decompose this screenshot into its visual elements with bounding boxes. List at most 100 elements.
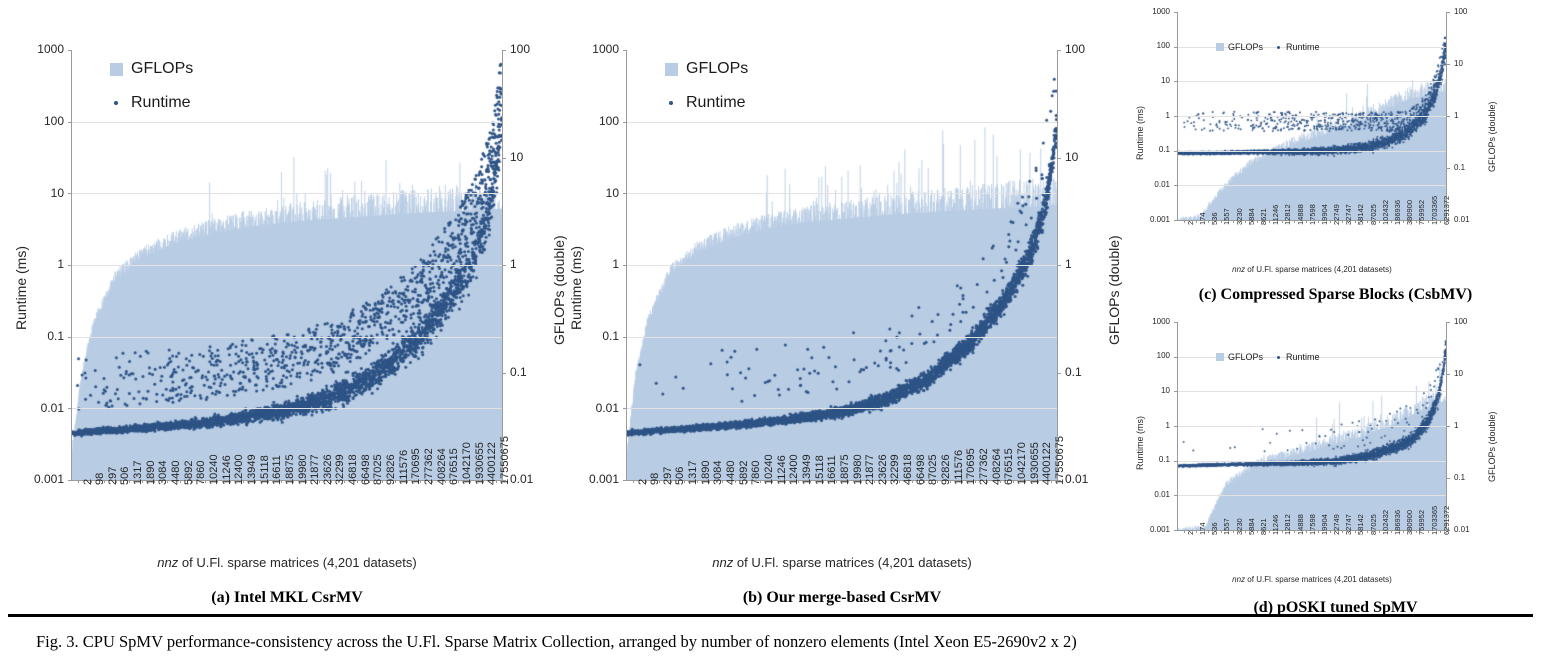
y-axis-tick: [623, 265, 627, 266]
y-axis-left-tick-label: 1000: [592, 42, 619, 57]
y-axis-right-tick-label: 10: [1065, 149, 1079, 164]
legend-gflops-label: GFLOPs: [1228, 352, 1264, 362]
legend-runtime-label: Runtime: [1286, 352, 1320, 362]
x-axis-tick: [987, 480, 989, 483]
y-axis-line: [71, 50, 72, 481]
x-axis-tick-label: 2: [1185, 530, 1195, 535]
x-axis-tick: [645, 480, 647, 483]
y-axis-right-tick-label: 0.1: [1065, 364, 1082, 379]
x-axis-tick-label: 186936: [1393, 509, 1403, 535]
x-axis-tick-label: 87025: [1368, 514, 1378, 535]
x-axis-tick-label: 6291372: [1441, 505, 1451, 535]
gridline: [72, 336, 502, 338]
legend-runtime-label: Runtime: [131, 94, 191, 111]
y-axis-right-title-b: GFLOPs (double): [1106, 235, 1122, 345]
x-axis-tick-label: 4400122: [1041, 442, 1054, 485]
y-axis-right-tick-label: 0.1: [1454, 162, 1466, 172]
x-axis-tick: [407, 480, 409, 483]
x-axis-tick: [141, 480, 143, 483]
y-axis-left-tick-label: 1000: [1152, 6, 1170, 16]
chart-panel-a: GFLOPs Runtime Runtime (ms) GFLOPs (doub…: [0, 0, 580, 620]
y-axis-left-tick-label: 10: [50, 185, 64, 200]
y-axis-left-tick-label: 100: [1156, 41, 1170, 51]
x-axis-tick: [1427, 530, 1429, 533]
x-axis-tick: [1245, 220, 1246, 223]
x-axis-caption-rest-d: of U.Fl. sparse matrices (4,201 datasets…: [1245, 575, 1392, 584]
chart-panel-c: GFLOPs Runtime Runtime (ms) GFLOPs (doub…: [1130, 0, 1541, 310]
x-axis-tick-label: 19904: [1319, 204, 1329, 225]
gridline: [1178, 460, 1446, 462]
x-axis-tick: [179, 480, 181, 483]
x-axis-tick-label: 3230: [1234, 518, 1244, 535]
x-axis-tick: [1366, 220, 1368, 223]
x-axis-tick-label: 174: [1198, 522, 1208, 535]
y-axis-left-tick-label: 100: [43, 114, 64, 129]
y-axis-left-tick-label: 0.01: [1154, 489, 1170, 499]
x-axis-tick: [1391, 220, 1393, 223]
x-axis-tick-label: 1930655: [1028, 442, 1041, 485]
y-axis-left-tick-label: 10: [605, 185, 619, 200]
y-axis-tick: [623, 50, 627, 51]
gridline: [1178, 495, 1446, 497]
y-axis-line: [1177, 322, 1178, 531]
x-axis-tick-label: 380900: [1405, 509, 1415, 535]
x-axis-tick: [1245, 530, 1246, 533]
x-axis-tick: [721, 480, 723, 483]
x-axis-tick: [394, 480, 396, 483]
y-axis-tick: [1057, 372, 1061, 374]
y-axis-left-tick-label: 0.01: [1154, 179, 1170, 189]
x-axis-tick: [1220, 530, 1222, 533]
x-axis-tick: [633, 480, 635, 483]
legend-gflops-swatch-icon: [1216, 353, 1224, 361]
y-axis-left-tick-label: 1: [612, 257, 619, 272]
y-axis-line: [626, 50, 627, 481]
x-axis-tick: [318, 480, 320, 483]
x-axis-tick: [734, 480, 736, 483]
x-axis-tick-label: 17598: [1307, 514, 1317, 535]
y-axis-tick: [623, 193, 627, 195]
x-axis-tick: [1354, 530, 1356, 533]
x-axis-tick: [911, 480, 913, 483]
y-axis-left-tick-label: 0.001: [1149, 214, 1170, 224]
y-axis-tick: [1446, 64, 1450, 65]
y-axis-right-tick-label: 1: [1454, 420, 1459, 430]
x-axis-tick: [1342, 220, 1344, 223]
legend-gflops-swatch-icon: [665, 62, 678, 76]
y-axis-left-tick-label: 1000: [37, 42, 64, 57]
y-axis-right-tick-label: 1: [510, 257, 517, 272]
chart-panel-b: GFLOPs Runtime Runtime (ms) GFLOPs (doub…: [555, 0, 1135, 620]
x-axis-tick: [305, 480, 307, 483]
x-axis-tick-label: 87025: [1368, 204, 1378, 225]
legend-gflops-label: GFLOPs: [131, 60, 194, 77]
x-axis-tick: [116, 480, 118, 483]
x-axis-tick: [1439, 530, 1441, 533]
x-axis-tick-label: 8621: [1259, 518, 1269, 535]
x-axis-tick-label: 14888: [1295, 204, 1305, 225]
x-axis-tick: [1257, 220, 1259, 223]
y-axis-right-tick-label: 1: [1065, 257, 1072, 272]
x-axis-tick: [1403, 530, 1405, 533]
x-axis-tick: [166, 480, 168, 483]
x-axis-tick: [470, 480, 472, 483]
y-axis-tick: [623, 480, 627, 481]
x-axis-tick: [1293, 220, 1295, 223]
y-axis-tick: [68, 408, 72, 410]
x-axis-tick: [356, 480, 358, 483]
x-axis-tick: [331, 480, 333, 483]
y-axis-left-tick-label: 0.001: [1149, 524, 1170, 534]
y-axis-line: [1177, 12, 1178, 221]
x-axis-tick: [1379, 530, 1380, 533]
y-axis-left-tick-label: 0.1: [47, 329, 64, 344]
x-axis-tick: [1427, 220, 1429, 223]
x-axis-tick: [293, 480, 295, 483]
x-axis-tick-label: 6291372: [1441, 195, 1451, 225]
subcaption-d: (d) pOSKI tuned SpMV: [1253, 599, 1418, 616]
x-axis-tick: [1000, 480, 1002, 483]
x-axis-tick: [671, 480, 673, 483]
x-axis-line: [72, 480, 502, 481]
x-axis-tick: [1220, 220, 1222, 223]
gridline: [1178, 426, 1446, 427]
y-axis-left-tick-label: 1: [57, 257, 64, 272]
y-axis-tick: [68, 480, 72, 481]
plot-area-a: [72, 50, 502, 481]
